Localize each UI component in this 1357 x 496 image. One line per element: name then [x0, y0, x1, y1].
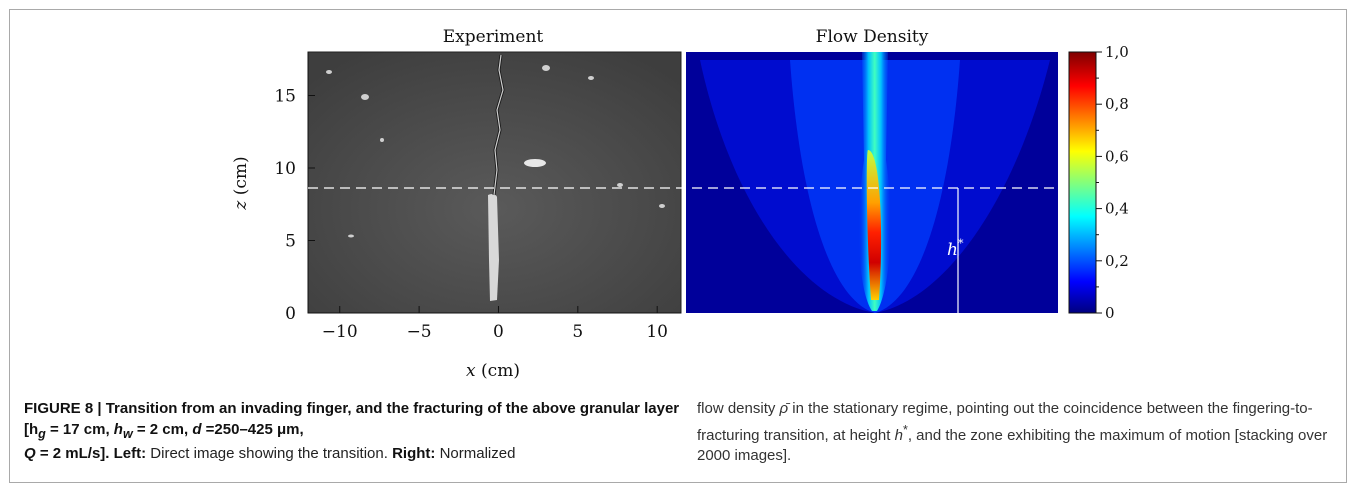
- caption-figure-number: FIGURE 8 |: [24, 400, 102, 417]
- y-ticks: 0 5 10 15: [274, 87, 315, 324]
- caption-right-label: Right:: [392, 445, 436, 462]
- flow-density-panel: Flow Density h*: [686, 27, 1058, 313]
- colorbar-tick-label: 0,2: [1105, 252, 1129, 270]
- figure: Experiment −10 −5 0 5 10 0 5 10 15 x (cm) z (cm…: [231, 27, 1129, 381]
- caption-rho-symbol: ρ̄: [779, 400, 789, 417]
- experiment-title: Experiment: [443, 27, 544, 47]
- grain-blob: [380, 138, 384, 142]
- y-axis-label: z (cm): [231, 156, 251, 210]
- colorbar-tick-label: 1,0: [1105, 43, 1129, 61]
- x-axis-label: x (cm): [466, 361, 520, 381]
- grain-blob: [617, 183, 623, 187]
- grain-blob: [659, 204, 665, 208]
- colorbar: 0 0,2 0,4 0,6 0,8 1,0: [1068, 43, 1129, 322]
- colorbar-tick-label: 0: [1105, 304, 1115, 322]
- x-ticks: −10 −5 0 5 10: [322, 306, 668, 342]
- caption-continuation-2: in the stationary regime, pointing out t…: [697, 400, 1313, 444]
- caption-left-column: FIGURE 8 | Transition from an invading f…: [24, 399, 684, 465]
- experiment-panel: Experiment −10 −5 0 5 10 0 5 10 15 x (cm) z (cm…: [231, 27, 682, 381]
- granular-finger: [488, 193, 499, 301]
- grain-blob: [326, 70, 332, 74]
- caption-right-column: flow density ρ̄ in the stationary regime…: [697, 399, 1337, 467]
- grain-blob: [588, 76, 594, 80]
- caption-hstar-symbol: h: [894, 426, 903, 444]
- grain-blob: [542, 65, 550, 71]
- hstar-label: h*: [947, 237, 964, 260]
- caption-continuation-1: flow density: [697, 400, 780, 417]
- y-tick-label: 10: [274, 159, 296, 179]
- x-tick-label: 10: [646, 322, 668, 342]
- caption-title: Transition from an invading finger, and …: [24, 400, 680, 462]
- colorbar-ticks: 0 0,2 0,4 0,6 0,8 1,0: [1096, 43, 1129, 322]
- y-tick-label: 5: [285, 232, 296, 252]
- caption-left-text: Direct image showing the transition.: [146, 445, 393, 462]
- grain-blob: [361, 94, 369, 100]
- flow-density-title: Flow Density: [816, 27, 929, 47]
- y-tick-label: 0: [285, 304, 296, 324]
- colorbar-tick-label: 0,8: [1105, 95, 1129, 113]
- x-tick-label: 5: [572, 322, 583, 342]
- grain-blob: [524, 159, 546, 167]
- x-tick-label: 0: [493, 322, 504, 342]
- colorbar-tick-label: 0,6: [1105, 147, 1129, 165]
- caption-hstar-sup: *: [902, 422, 908, 437]
- colorbar-tick-label: 0,4: [1105, 200, 1129, 218]
- x-tick-label: −5: [407, 322, 432, 342]
- caption-right-text: Normalized: [435, 445, 516, 462]
- caption-continuation-3: , and the zone exhibiting the maximum of…: [697, 426, 1328, 465]
- y-tick-label: 15: [274, 87, 296, 107]
- colorbar-gradient: [1068, 51, 1097, 314]
- x-tick-label: −10: [322, 322, 358, 342]
- grain-blob: [348, 234, 354, 238]
- fracture-highlight: [493, 54, 504, 196]
- figure-frame: [9, 9, 1347, 483]
